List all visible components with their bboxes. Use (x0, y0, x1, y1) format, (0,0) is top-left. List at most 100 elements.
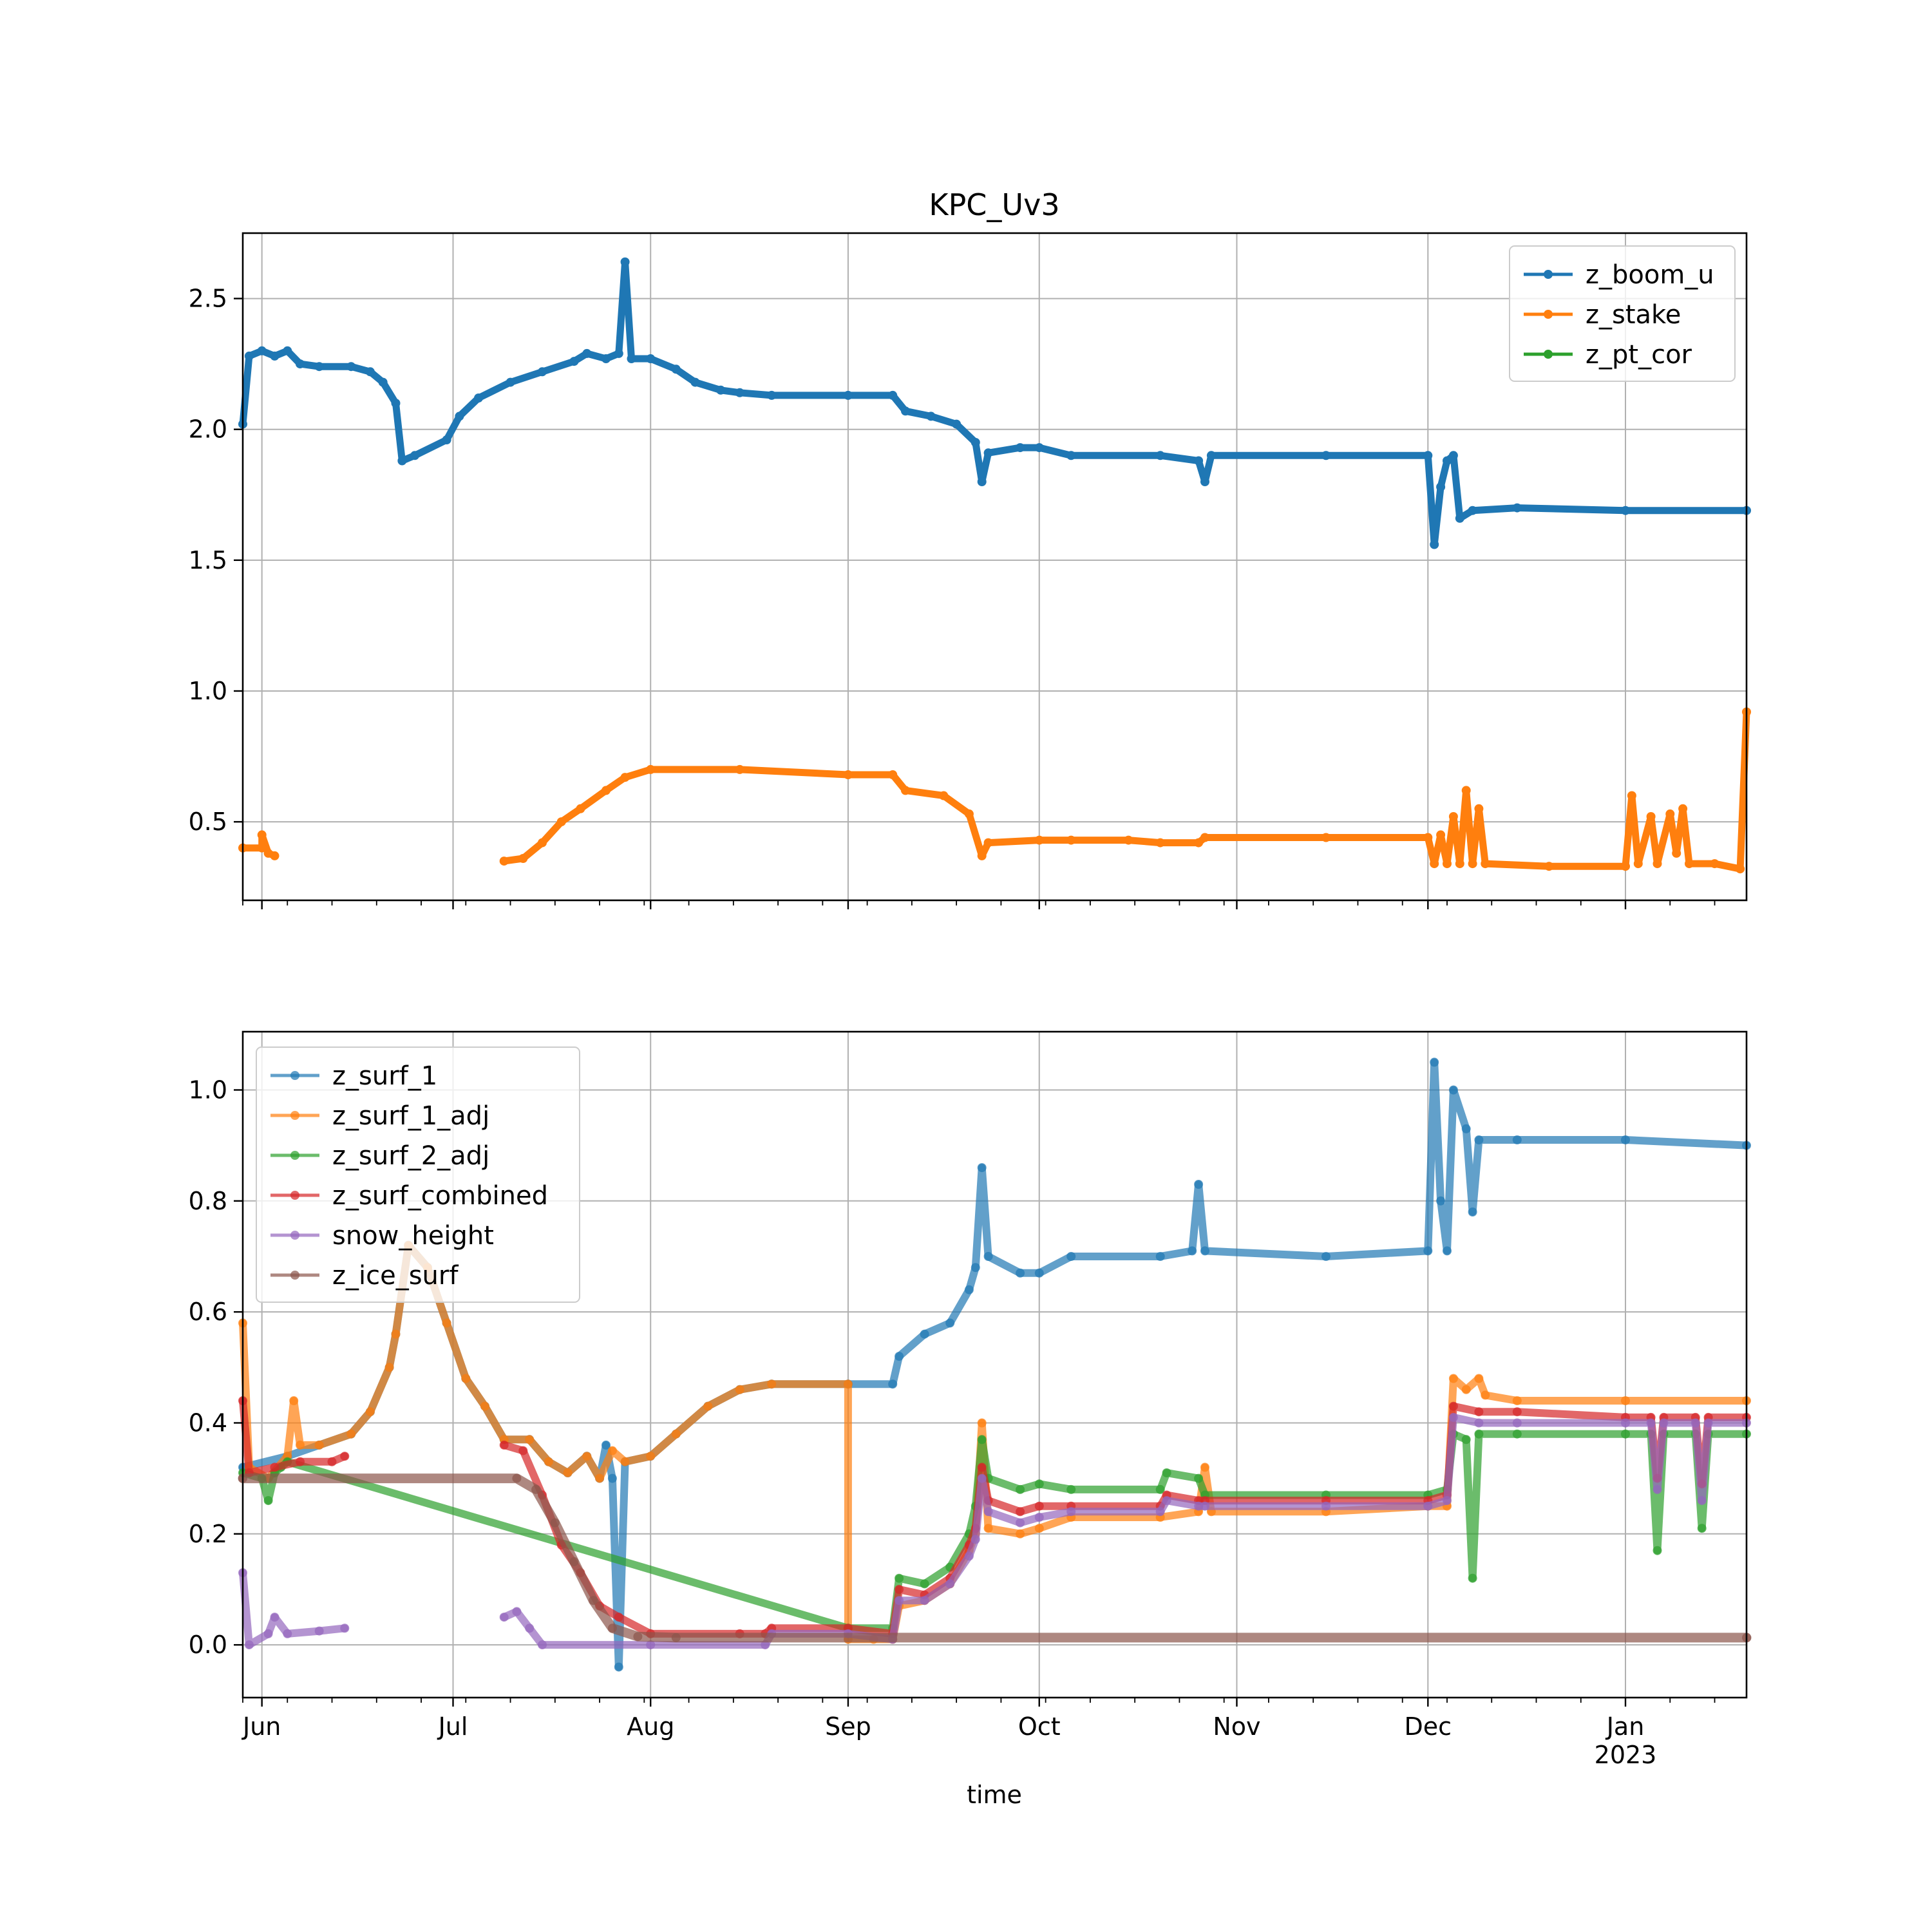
data-point (1653, 859, 1662, 869)
data-point (499, 857, 509, 866)
data-point (735, 764, 744, 774)
legend-item-z-stake: z_stake (1524, 300, 1681, 330)
data-point (920, 1329, 929, 1339)
data-point (601, 1440, 611, 1450)
data-point (257, 843, 267, 853)
legend-label: z_pt_cor (1586, 340, 1692, 370)
data-point (1512, 1135, 1522, 1144)
data-point (1474, 1135, 1484, 1144)
data-point (569, 357, 579, 366)
data-point (1443, 859, 1452, 869)
data-point (767, 390, 777, 400)
data-point (1621, 1418, 1630, 1428)
data-point (1034, 1501, 1044, 1511)
x-tick-label: Sep (825, 1712, 871, 1741)
data-point (607, 1624, 617, 1633)
data-point (1621, 506, 1630, 515)
y-tick-label: 0.2 (189, 1520, 227, 1548)
data-point (1321, 451, 1331, 460)
x-tick-label: Jul (437, 1712, 468, 1741)
data-point (1512, 503, 1522, 513)
data-point (1155, 451, 1165, 460)
data-point (1016, 1518, 1025, 1528)
data-point (365, 1407, 375, 1417)
data-point (1468, 1573, 1477, 1583)
x-year-label: 2023 (1595, 1741, 1657, 1769)
data-point (888, 770, 898, 779)
data-point (843, 770, 853, 779)
data-point (391, 399, 401, 408)
legend-item-z-surf-1: z_surf_1 (270, 1061, 437, 1091)
data-point (1448, 451, 1458, 460)
legend-label: z_surf_combined (332, 1181, 548, 1211)
data-point (1443, 1246, 1452, 1256)
data-point (735, 1385, 744, 1394)
data-point (263, 1496, 273, 1506)
data-point (1066, 1484, 1076, 1494)
data-point (1468, 506, 1477, 515)
data-point (595, 1473, 605, 1483)
top-ticks: 0.5 1.0 1.5 2.0 2.5 (189, 285, 1716, 909)
data-point (971, 1263, 980, 1273)
data-point (620, 257, 630, 267)
x-tick-label: Oct (1018, 1712, 1061, 1741)
data-point (627, 354, 636, 363)
data-point (257, 346, 267, 355)
y-tick-label: 0.8 (189, 1187, 227, 1215)
data-point (1448, 1085, 1458, 1095)
data-point (1653, 1546, 1662, 1555)
data-point (614, 1662, 623, 1672)
data-point (964, 1551, 974, 1561)
series-line (238, 1473, 1752, 1643)
data-point (518, 1446, 528, 1455)
data-point (1461, 786, 1471, 795)
y-tick-label: 0.0 (189, 1631, 227, 1659)
data-point (716, 385, 726, 395)
legend-box (256, 1046, 580, 1303)
data-point (607, 1473, 617, 1483)
top-axes: 0.5 1.0 1.5 2.0 2.5 KPC_Uv3 z_boom_u z_stakez… (189, 187, 1751, 909)
data-point (244, 1640, 254, 1650)
data-point (289, 1396, 299, 1405)
data-point (1646, 1418, 1656, 1428)
y-tick-label: 1.5 (189, 546, 227, 574)
data-point (1474, 1407, 1484, 1417)
data-point (646, 1640, 656, 1650)
data-point (525, 1435, 535, 1444)
data-point (480, 1401, 489, 1411)
data-point (1633, 859, 1643, 869)
data-point (1461, 1124, 1471, 1133)
data-point (1621, 1396, 1630, 1405)
data-point (945, 1318, 955, 1328)
data-point (895, 1573, 904, 1583)
data-point (1194, 456, 1204, 466)
legend-label: z_surf_1_adj (332, 1101, 489, 1131)
data-point (671, 365, 681, 374)
top-axes-frame (242, 232, 1748, 902)
legend-marker (290, 1151, 299, 1160)
data-point (983, 838, 993, 848)
data-point (1066, 835, 1076, 845)
data-point (1627, 791, 1636, 800)
data-point (964, 1285, 974, 1294)
top-series-layer (238, 257, 1751, 874)
data-point (283, 346, 292, 355)
data-point (895, 1352, 904, 1361)
series-z-stake (238, 707, 1751, 874)
legend-marker (290, 1071, 299, 1080)
bottom-legend: z_surf_1 z_surf_1_adj z_surf_2_adj z_surf_c… (256, 1046, 580, 1303)
data-point (518, 854, 528, 863)
data-point (576, 804, 585, 813)
data-point (1200, 1246, 1209, 1256)
data-point (1474, 1429, 1484, 1439)
data-point (646, 764, 656, 774)
data-point (1621, 1429, 1630, 1439)
data-point (888, 1379, 898, 1389)
data-point (1423, 1501, 1433, 1511)
data-point (1016, 443, 1025, 453)
data-point (346, 1429, 356, 1439)
data-point (614, 1613, 623, 1622)
data-point (843, 390, 853, 400)
